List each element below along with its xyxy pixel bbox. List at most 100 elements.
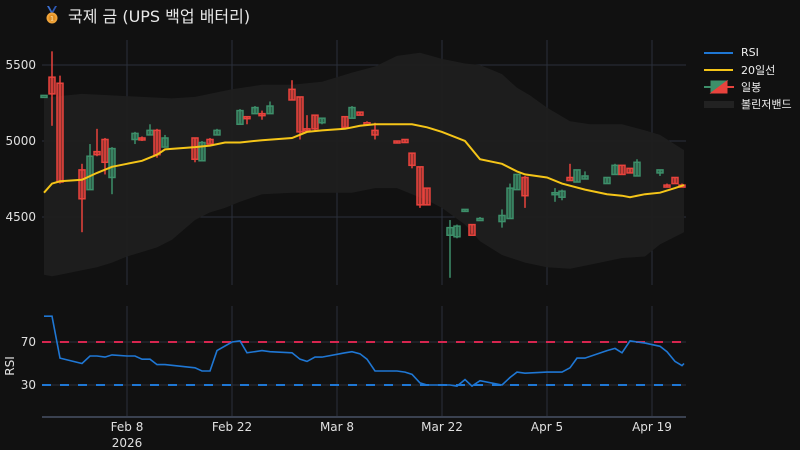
candle-body <box>513 173 521 191</box>
candle-body <box>521 176 529 197</box>
candle-body <box>258 112 266 117</box>
candle <box>146 124 154 136</box>
candle-body <box>48 76 56 95</box>
candle <box>266 101 274 115</box>
candle <box>468 223 476 236</box>
candle-body <box>393 140 401 144</box>
legend-item-candlestick[interactable]: 일봉 <box>703 78 792 95</box>
candle <box>663 183 671 188</box>
legend-item-rsi[interactable]: RSI <box>703 44 792 61</box>
candle <box>446 220 454 278</box>
ma20-line <box>43 123 685 199</box>
x-tick-label: Feb 22 <box>212 420 252 434</box>
candle-body <box>408 152 416 167</box>
candle <box>318 117 326 125</box>
candle-body <box>311 114 319 130</box>
candle-body <box>416 166 424 206</box>
candle-body <box>288 88 296 101</box>
candle-body <box>101 138 109 164</box>
y-tick-label: 30 <box>21 378 36 392</box>
candle <box>243 115 251 125</box>
legend-item-ma20[interactable]: 20일선 <box>703 61 792 78</box>
candle-body <box>198 141 206 162</box>
candle <box>161 134 169 148</box>
candle <box>416 166 424 208</box>
candle-body <box>663 184 671 188</box>
candle-body <box>401 138 409 144</box>
candle-body <box>213 129 221 136</box>
candle-body <box>468 223 476 236</box>
x-tick-label: Feb 8 <box>111 420 144 434</box>
x-tick-year-label: 2026 <box>112 436 143 450</box>
candle <box>566 163 574 182</box>
candle <box>206 137 214 145</box>
candle <box>633 159 641 177</box>
candle-body <box>356 111 364 116</box>
candle <box>78 163 86 233</box>
svg-text:1: 1 <box>50 16 54 23</box>
legend-label: 볼린저밴드 <box>741 97 792 111</box>
candle-body <box>453 225 461 238</box>
candle <box>356 111 364 116</box>
candle <box>86 144 94 191</box>
candle-body <box>56 82 64 183</box>
candle <box>131 131 139 145</box>
candle <box>461 208 469 213</box>
candle <box>48 51 56 126</box>
candle <box>198 141 206 162</box>
candle <box>521 175 529 208</box>
y-tick-label: 5500 <box>5 58 36 72</box>
candle-body <box>153 129 161 156</box>
candle-body <box>476 217 484 222</box>
candle-body <box>581 175 589 180</box>
x-tick-label: Mar 8 <box>320 420 354 434</box>
chart-title-text: 국제 금 (UPS 백업 배터리) <box>68 7 251 26</box>
candle <box>393 140 401 144</box>
x-tick-label: Apr 19 <box>632 420 672 434</box>
rsi-axis-label: RSI <box>3 356 17 376</box>
candle-body <box>656 169 664 174</box>
candle <box>303 115 311 132</box>
candle <box>558 189 566 201</box>
line-swatch-icon <box>703 45 735 61</box>
candle-body <box>191 137 199 160</box>
candle-body <box>138 137 146 141</box>
legend-item-bollinger[interactable]: 볼린저밴드 <box>703 95 792 112</box>
candle-body <box>446 226 454 236</box>
candle <box>348 106 356 119</box>
candle <box>101 137 109 175</box>
candle <box>618 164 626 176</box>
chart-title: 1 국제 금 (UPS 백업 배터리) <box>44 4 250 26</box>
candle-body <box>131 132 139 141</box>
candle <box>506 183 514 220</box>
candle <box>251 106 259 115</box>
y-tick-label: 5000 <box>5 134 36 148</box>
candle-body <box>86 155 94 191</box>
candle <box>423 187 431 206</box>
candle-body <box>93 150 101 156</box>
rsi-panel: 30 70 RSI Feb 8 Feb 22 Mar 8 Mar 22 Apr 5 Apr 19… <box>3 306 686 450</box>
candle-body <box>236 109 244 126</box>
price-panel: 4500 5000 5500 <box>5 40 686 285</box>
candle <box>513 173 521 191</box>
candle-body <box>266 105 274 115</box>
candle <box>671 176 679 185</box>
candle <box>236 109 244 126</box>
candle-body <box>558 190 566 198</box>
legend-label: 20일선 <box>741 63 776 77</box>
candle <box>656 169 664 176</box>
candle <box>611 163 619 176</box>
candle-body <box>498 214 506 223</box>
candle <box>108 147 116 195</box>
candle <box>93 128 101 157</box>
legend-label: 일봉 <box>741 80 762 94</box>
candle-body <box>603 176 611 185</box>
candle-body <box>348 106 356 119</box>
candle-body <box>573 169 581 183</box>
candlestick-swatch-icon <box>703 79 735 95</box>
y-tick-label: 70 <box>21 335 36 349</box>
candle <box>213 128 221 136</box>
candle-body <box>206 138 214 145</box>
bollinger-band-area <box>44 52 684 277</box>
